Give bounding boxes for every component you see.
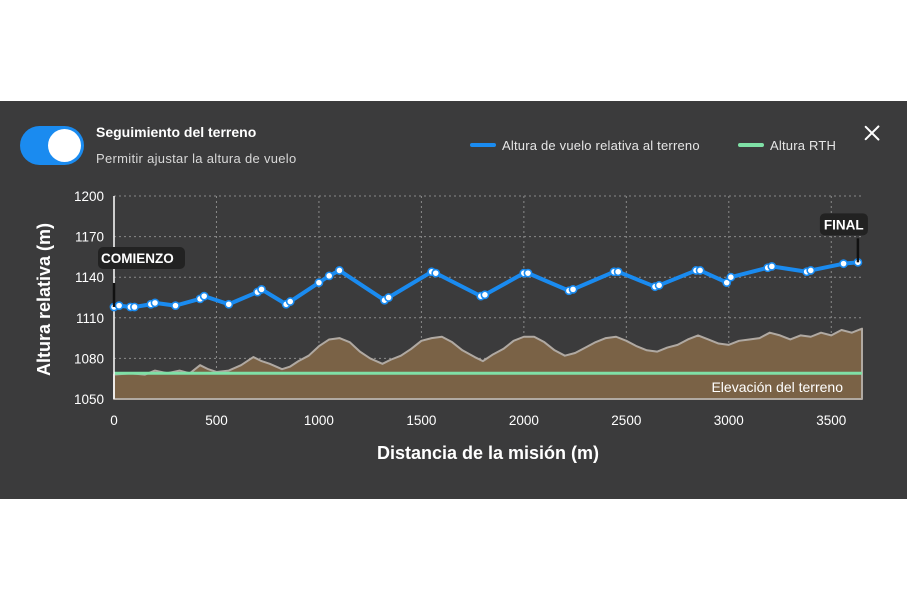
start-tag-box — [98, 246, 185, 269]
terrain-follow-toggle[interactable] — [20, 126, 84, 165]
toggle-title: Seguimiento del terreno — [96, 124, 257, 140]
y-tick-label: 1140 — [75, 270, 104, 285]
legend-swatch-rth — [738, 143, 764, 147]
end-tag-box — [819, 213, 868, 236]
y-axis-title: Altura relativa (m) — [34, 223, 54, 376]
waypoint — [568, 284, 578, 294]
waypoint — [839, 259, 848, 269]
legend-item-flight-height: Altura de vuelo relativa al terreno — [470, 137, 700, 153]
x-tick-labels: 0 500 1000 1500 2000 2500 3000 3500 — [110, 413, 846, 428]
y-tick-label: 1080 — [74, 351, 104, 366]
waypoint — [114, 301, 124, 311]
y-tick-label: 1200 — [74, 189, 104, 204]
end-tag-label: FINAL — [824, 217, 864, 232]
toggle-subtitle: Permitir ajustar la altura de vuelo — [96, 151, 297, 166]
y-tick-label: 1110 — [76, 311, 104, 326]
waypoint — [150, 298, 160, 308]
x-tick-label: 1000 — [304, 413, 334, 428]
y-tick-label: 1050 — [74, 392, 104, 407]
waypoint — [171, 301, 180, 311]
x-tick-label: 500 — [205, 413, 228, 428]
waypoint — [130, 302, 139, 312]
legend-item-rth: Altura RTH — [738, 137, 836, 153]
y-tick-label: 1170 — [75, 230, 104, 245]
waypoint — [257, 284, 266, 294]
start-tag-label: COMIENZO — [101, 251, 174, 266]
terrain-area — [113, 327, 863, 400]
elevation-chart: 0 500 1000 1500 2000 2500 3000 3500 1050 1080 111… — [34, 189, 868, 463]
waypoint — [726, 272, 736, 282]
route-tags: COMIENZO FINAL — [98, 213, 868, 307]
waypoint — [767, 261, 777, 271]
waypoint — [324, 271, 334, 281]
terrain-label: Elevación del terreno — [711, 379, 843, 395]
flight-height-line — [113, 260, 859, 309]
waypoint — [224, 299, 234, 309]
waypoint — [806, 266, 816, 275]
y-tick-labels: 1050 1080 1110 1140 1170 1200 — [74, 189, 104, 407]
waypoint — [613, 267, 623, 277]
waypoint — [314, 278, 324, 288]
toggle-knob — [48, 129, 81, 162]
x-tick-label: 0 — [110, 413, 118, 428]
waypoint — [285, 297, 295, 306]
waypoint — [431, 268, 441, 278]
legend-label-rth: Altura RTH — [770, 137, 837, 153]
x-tick-label: 3000 — [714, 413, 744, 428]
waypoint — [384, 293, 394, 302]
waypoint — [654, 280, 664, 290]
waypoint — [480, 290, 490, 300]
waypoint — [335, 266, 344, 275]
x-tick-label: 2500 — [611, 413, 641, 428]
x-tick-label: 3500 — [816, 413, 846, 428]
terrain-follow-panel: Seguimiento del terreno Permitir ajustar… — [0, 101, 907, 499]
waypoint — [695, 266, 705, 275]
legend-label-flight: Altura de vuelo relativa al terreno — [502, 137, 700, 153]
x-tick-label: 1500 — [406, 413, 436, 428]
legend-swatch-flight — [470, 143, 496, 147]
x-tick-label: 2000 — [509, 413, 539, 428]
x-axis-title: Distancia de la misión (m) — [377, 443, 599, 463]
waypoint — [523, 268, 533, 278]
waypoint — [199, 291, 209, 301]
